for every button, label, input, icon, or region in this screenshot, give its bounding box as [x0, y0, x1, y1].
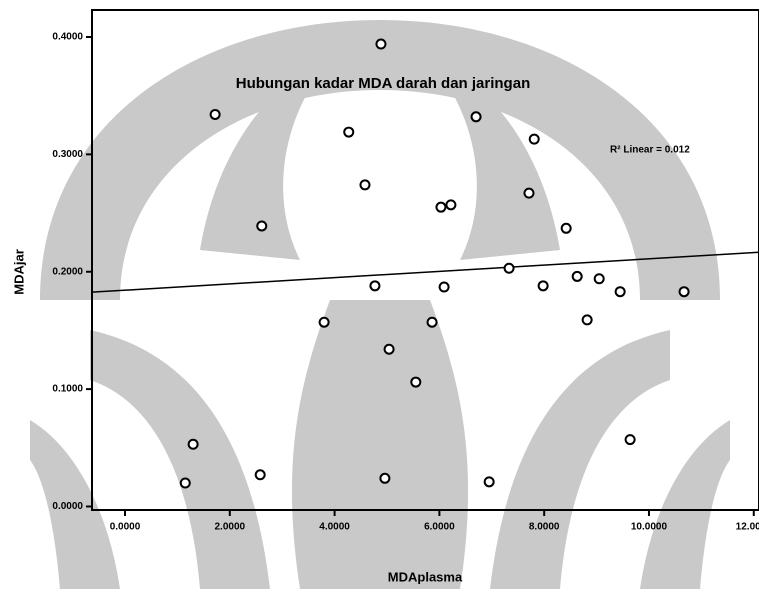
annotation: R² Linear = 0.012 — [610, 145, 690, 156]
y-axis-label: MDAjar — [11, 249, 26, 295]
y-tick-label: 0.2000 — [52, 266, 83, 277]
point — [614, 286, 626, 298]
y-tick-label: 0.4000 — [52, 32, 83, 43]
chart-title: Hubungan kadar MDA darah dan jaringan — [236, 75, 530, 92]
point — [343, 126, 355, 138]
point — [209, 108, 221, 120]
point — [254, 469, 266, 481]
point — [470, 111, 482, 123]
point — [624, 434, 636, 446]
point — [438, 281, 450, 293]
point — [523, 187, 535, 199]
point — [571, 270, 583, 282]
watermark — [30, 20, 730, 589]
y-tick-label: 0.3000 — [52, 149, 83, 160]
x-tick-label: 10.0000 — [631, 522, 668, 533]
point — [359, 179, 371, 191]
point — [560, 222, 572, 234]
point — [435, 201, 447, 213]
x-tick-label: 0.0000 — [110, 522, 141, 533]
x-axis-label: MDAplasma — [388, 569, 463, 584]
point — [369, 280, 381, 292]
x-tick-label: 6.0000 — [424, 522, 455, 533]
y-tick-label: 0.0000 — [52, 501, 83, 512]
point — [483, 476, 495, 488]
point — [179, 477, 191, 489]
point — [581, 314, 593, 326]
y-tick-label: 0.1000 — [52, 384, 83, 395]
point — [426, 316, 438, 328]
point — [256, 220, 268, 232]
point — [537, 280, 549, 292]
plot-frame — [91, 9, 759, 511]
point — [678, 286, 690, 298]
fit-line — [91, 251, 759, 293]
point — [318, 316, 330, 328]
point — [445, 199, 457, 211]
x-tick-label: 12.0000 — [736, 522, 759, 533]
point — [528, 133, 540, 145]
x-tick-label: 4.0000 — [319, 522, 350, 533]
point — [187, 438, 199, 450]
point — [383, 343, 395, 355]
point — [375, 38, 387, 50]
point — [379, 472, 391, 484]
x-tick-label: 2.0000 — [215, 522, 246, 533]
point — [503, 262, 515, 274]
x-tick-label: 8.0000 — [529, 522, 560, 533]
point — [410, 376, 422, 388]
point — [593, 273, 605, 285]
